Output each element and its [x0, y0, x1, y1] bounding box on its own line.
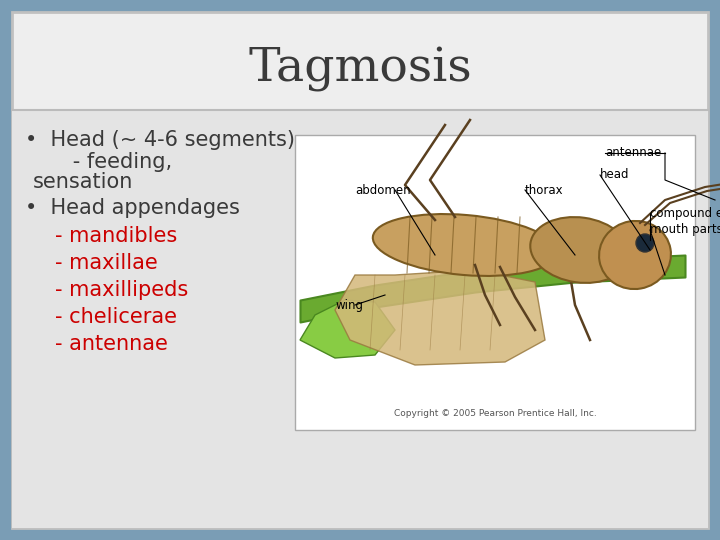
FancyBboxPatch shape — [12, 12, 708, 528]
Text: - feeding,: - feeding, — [33, 152, 172, 172]
Ellipse shape — [373, 214, 557, 276]
Text: •  Head (~ 4-6 segments): • Head (~ 4-6 segments) — [25, 130, 295, 150]
Polygon shape — [300, 300, 395, 358]
Text: - antennae: - antennae — [55, 334, 168, 354]
Text: - chelicerae: - chelicerae — [55, 307, 177, 327]
Text: thorax: thorax — [525, 184, 564, 197]
Text: sensation: sensation — [33, 172, 133, 192]
Ellipse shape — [599, 221, 671, 289]
Ellipse shape — [636, 234, 654, 252]
Text: Copyright © 2005 Pearson Prentice Hall, Inc.: Copyright © 2005 Pearson Prentice Hall, … — [394, 409, 596, 418]
Text: abdomen: abdomen — [355, 184, 410, 197]
Polygon shape — [335, 270, 545, 365]
FancyBboxPatch shape — [295, 135, 695, 430]
Text: - maxillipeds: - maxillipeds — [55, 280, 188, 300]
Text: - maxillae: - maxillae — [55, 253, 158, 273]
Text: Tagmosis: Tagmosis — [248, 46, 472, 92]
FancyBboxPatch shape — [12, 110, 708, 528]
Text: antennae: antennae — [605, 146, 661, 159]
Text: head: head — [600, 168, 629, 181]
Text: wing: wing — [335, 299, 363, 312]
Text: •  Head appendages: • Head appendages — [25, 198, 240, 218]
Ellipse shape — [531, 217, 630, 283]
Text: - mandibles: - mandibles — [55, 226, 177, 246]
Text: compound eye: compound eye — [650, 206, 720, 219]
Text: mouth parts: mouth parts — [650, 224, 720, 237]
